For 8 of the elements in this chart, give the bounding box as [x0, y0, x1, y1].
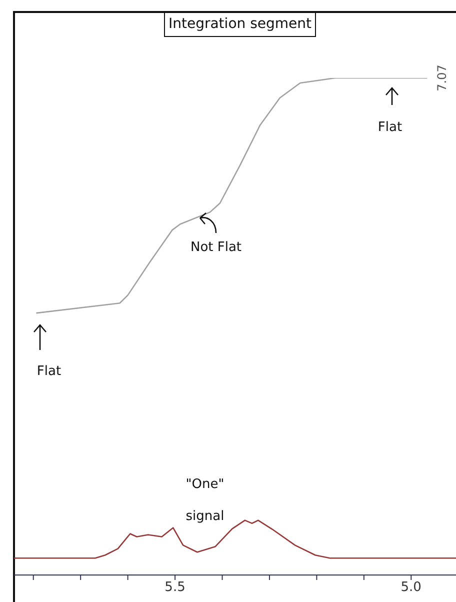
text: "One" signal: [186, 477, 224, 524]
annotation: Not Flat: [189, 240, 243, 256]
x-tick-label: 5.5: [164, 580, 186, 596]
annotation: Flat: [376, 120, 404, 136]
chart-title: Integration segment: [164, 12, 316, 37]
annotation: Flat: [36, 364, 62, 380]
annotation: 7.07: [434, 64, 450, 94]
x-tick-label: 5.0: [400, 580, 422, 596]
